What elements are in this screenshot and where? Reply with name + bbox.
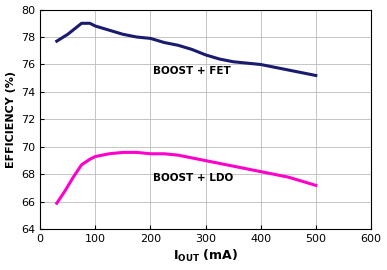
X-axis label: $\mathbf{I_{OUT}}$ $\mathbf{(mA)}$: $\mathbf{I_{OUT}}$ $\mathbf{(mA)}$ (173, 248, 238, 264)
Y-axis label: EFFICIENCY (%): EFFICIENCY (%) (5, 71, 15, 168)
Text: BOOST + LDO: BOOST + LDO (153, 173, 233, 183)
Text: BOOST + FET: BOOST + FET (153, 66, 231, 76)
